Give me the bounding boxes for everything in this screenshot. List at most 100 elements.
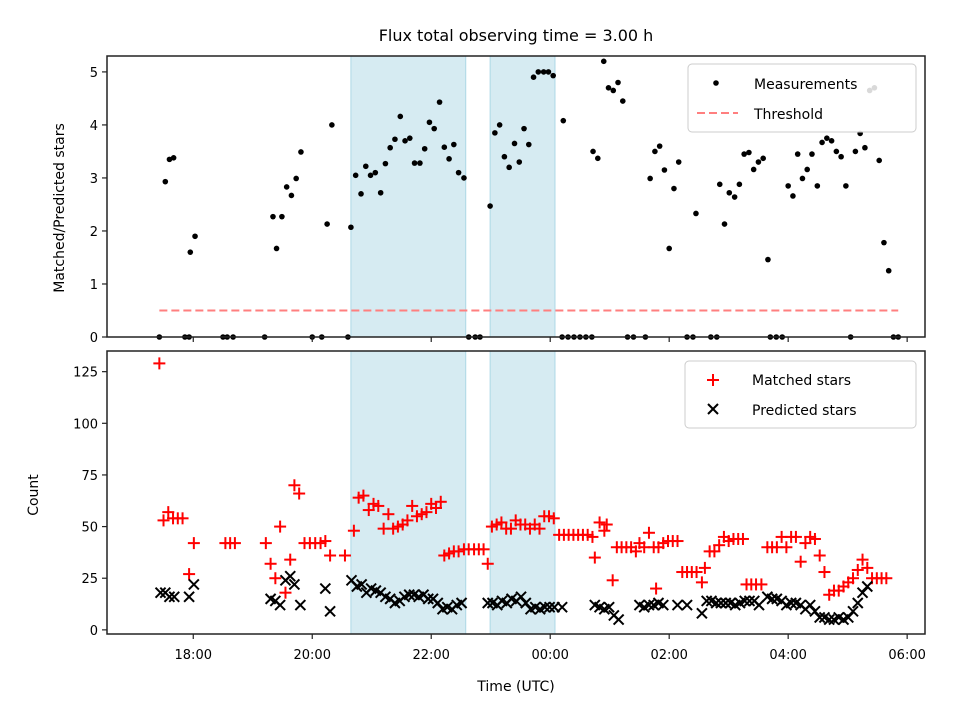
matched-stars-point xyxy=(606,574,619,587)
predicted-stars-point xyxy=(324,605,336,617)
measurement-point xyxy=(421,145,428,152)
predicted-stars-point xyxy=(852,597,864,609)
top-y-tick-label: 1 xyxy=(90,278,98,293)
predicted-stars-point xyxy=(643,599,655,611)
bottom-y-tick-label: 25 xyxy=(81,572,98,587)
predicted-stars-point xyxy=(700,595,713,607)
bottom-shaded-span xyxy=(489,350,556,635)
measurement-point xyxy=(377,189,384,196)
measurement-point xyxy=(501,153,508,160)
predicted-stars-point xyxy=(288,578,301,591)
measurement-point xyxy=(441,144,448,150)
predicted-stars-point xyxy=(403,589,415,601)
bottom-y-tick-label: 125 xyxy=(73,366,98,381)
measurement-point xyxy=(619,98,626,104)
measurement-point xyxy=(496,122,503,128)
matched-stars-point xyxy=(629,545,642,558)
top-panel: 0 1 2 3 4 5 xyxy=(90,55,926,346)
measurement-point xyxy=(595,155,601,162)
measurement-point xyxy=(461,175,467,181)
predicted-stars-point xyxy=(168,591,180,603)
matched-stars-point xyxy=(187,537,200,550)
measurement-point xyxy=(162,178,169,185)
measurement-point xyxy=(279,213,285,220)
measurement-point xyxy=(170,154,177,161)
matched-stars-point xyxy=(813,549,826,562)
measurement-point xyxy=(511,140,518,147)
matched-stars-point xyxy=(269,572,282,585)
measurement-point xyxy=(516,159,523,165)
top-legend: Measurements Threshold xyxy=(687,63,917,133)
measurement-point xyxy=(814,183,821,189)
matched-stars-point xyxy=(284,553,297,566)
matched-stars-point xyxy=(477,543,490,556)
matched-stars-point xyxy=(851,563,864,576)
matched-stars-point xyxy=(382,508,395,521)
matched-stars-point xyxy=(588,551,601,564)
bottom-y-tick-label: 75 xyxy=(81,469,98,484)
measurement-point xyxy=(731,194,738,200)
measurement-point xyxy=(455,169,462,176)
predicted-stars-point xyxy=(284,570,296,582)
measurement-point xyxy=(828,138,835,144)
matched-stars-point xyxy=(708,545,721,558)
matched-stars-point xyxy=(755,578,768,591)
measurement-point xyxy=(283,184,290,190)
x-tick-label: 20:00 xyxy=(294,648,331,663)
legend-marker-predicted xyxy=(707,403,719,415)
measurement-point xyxy=(755,159,762,165)
predicted-stars-point xyxy=(823,613,835,626)
legend-label-matched: Matched stars xyxy=(752,373,851,389)
matched-stars-point xyxy=(319,535,332,548)
predicted-stars-point xyxy=(739,595,751,607)
measurement-point xyxy=(329,122,335,128)
measurement-point xyxy=(521,125,527,132)
matched-stars-point xyxy=(176,512,189,525)
matched-stars-point xyxy=(533,522,546,535)
measurement-point xyxy=(560,117,567,124)
matched-stars-point xyxy=(162,506,175,519)
matched-stars-point xyxy=(288,479,301,492)
predicted-stars-point xyxy=(455,597,468,609)
matched-stars-point xyxy=(698,561,711,574)
measurement-point xyxy=(785,183,791,189)
matched-stars-point xyxy=(598,524,611,537)
measurement-point xyxy=(535,69,542,75)
matched-stars-point xyxy=(495,516,508,529)
measurement-point xyxy=(487,203,493,209)
bottom-panel: 0 25 50 75 100 125 18:00 20:00 22:00 00:00 02:00 04… xyxy=(73,350,926,663)
predicted-stars-point xyxy=(813,611,826,624)
top-y-tick-label: 3 xyxy=(90,172,98,187)
measurement-point xyxy=(387,144,393,151)
matched-stars-point xyxy=(799,537,812,550)
measurement-point xyxy=(656,143,663,149)
predicted-stars-point xyxy=(743,595,756,607)
matched-stars-point xyxy=(861,561,874,574)
measurement-point xyxy=(273,245,280,252)
matched-stars-point xyxy=(274,520,287,533)
measurement-point xyxy=(809,151,815,157)
measurement-point xyxy=(671,185,677,192)
measurement-point xyxy=(804,166,811,173)
legend-label-threshold: Threshold xyxy=(753,107,823,123)
bottom-legend: Matched stars Predicted stars xyxy=(684,360,917,429)
matched-stars-point xyxy=(452,545,465,558)
measurement-point xyxy=(760,155,766,162)
matched-stars-point xyxy=(157,514,170,527)
predicted-stars-point xyxy=(556,601,568,613)
predicted-stars-point xyxy=(543,601,556,613)
measurement-point xyxy=(540,69,547,75)
x-tick-label: 02:00 xyxy=(650,648,687,663)
predicted-stars-point xyxy=(355,578,368,591)
measurement-point xyxy=(843,183,849,189)
measurement-point xyxy=(362,163,369,170)
measurement-point xyxy=(382,160,389,167)
matched-stars-point xyxy=(153,357,166,370)
measurement-point xyxy=(819,139,825,146)
measurement-point xyxy=(545,69,552,75)
measurement-point xyxy=(492,130,498,136)
measurement-point xyxy=(838,153,844,160)
bottom-y-tick-label: 0 xyxy=(90,624,98,639)
predicted-stars-point xyxy=(520,597,532,609)
predicted-stars-point xyxy=(681,599,693,611)
